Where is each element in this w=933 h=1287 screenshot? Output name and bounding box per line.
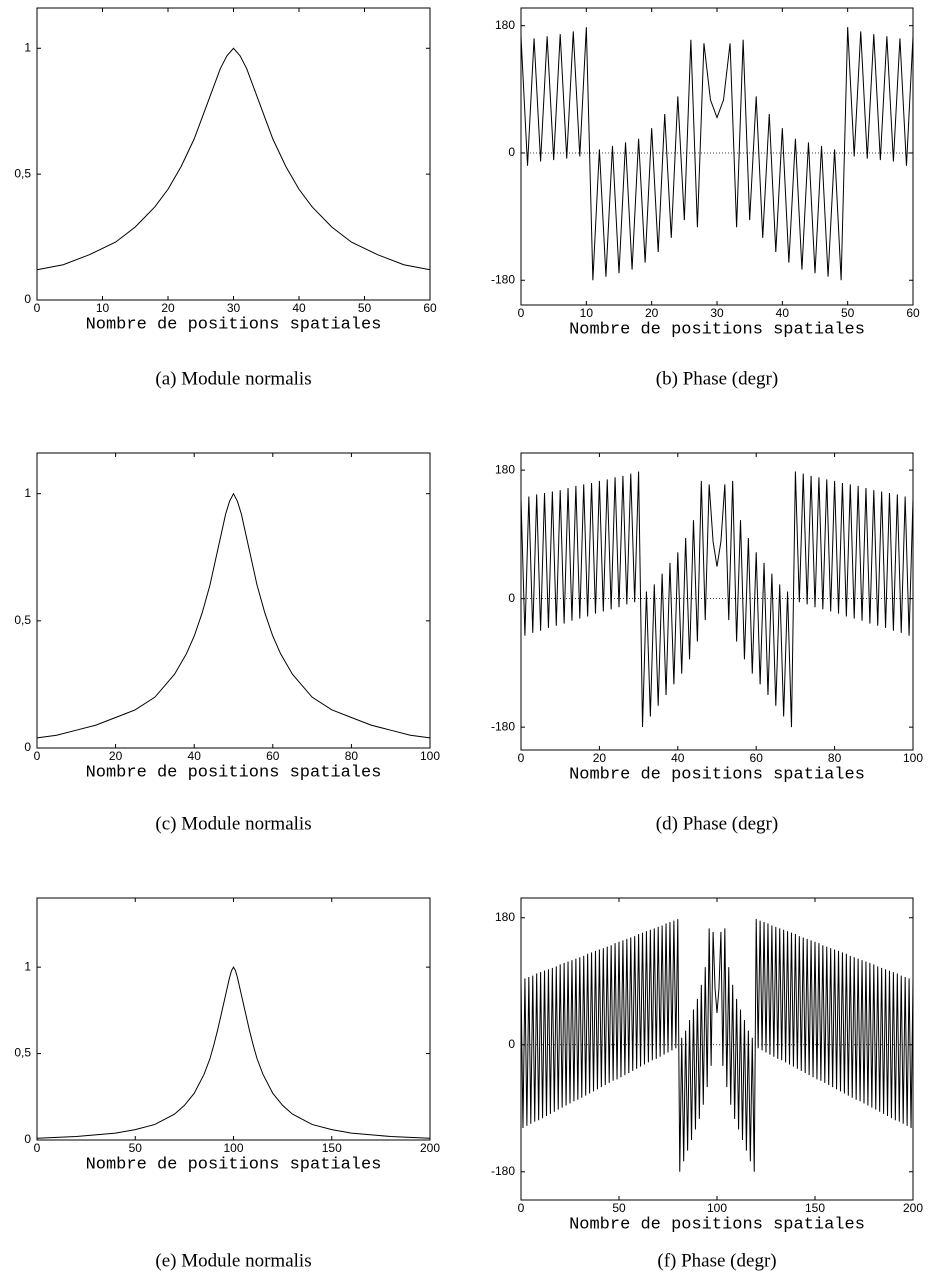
x-axis-label: Nombre de positions spatiales [86,1155,382,1174]
x-tick-label: 100 [223,1141,243,1155]
data-line [36,47,431,271]
caption: (b) Phase (degr) [656,368,778,389]
data-line [36,966,431,1139]
x-tick-label: 40 [671,751,685,765]
x-tick-label: 20 [109,749,123,763]
y-tick-label: 180 [495,462,515,476]
x-tick-label: 0 [518,306,525,320]
plot-frame [36,452,431,749]
x-tick-label: 20 [645,306,659,320]
x-tick-label: 0 [34,301,41,315]
x-tick-label: 10 [96,301,110,315]
x-tick-label: 20 [593,751,607,765]
x-tick-label: 30 [227,301,241,315]
caption: (a) Module normalis [155,368,311,389]
x-axis-label: Nombre de positions spatiales [86,763,382,782]
y-tick-label: 0 [508,591,515,605]
x-tick-label: 20 [161,301,175,315]
x-tick-label: 40 [188,749,202,763]
x-tick-label: 0 [518,751,525,765]
y-tick-label: 1 [24,40,31,54]
caption: (f) Phase (degr) [657,1250,776,1271]
caption: (c) Module normalis [155,813,311,834]
plot-frame [36,7,431,301]
x-tick-label: 60 [906,306,920,320]
plot-frame [36,897,431,1141]
x-tick-label: 60 [423,301,437,315]
y-tick-label: 0 [508,145,515,159]
x-axis-label: Nombre de positions spatiales [569,765,865,784]
caption: (e) Module normalis [155,1250,311,1271]
data-line [36,492,431,739]
y-tick-label: 180 [495,18,515,32]
x-tick-label: 0 [34,749,41,763]
x-tick-label: 50 [612,1201,626,1215]
x-tick-label: 40 [776,306,790,320]
x-tick-label: 80 [828,751,842,765]
plot-frame [520,452,914,751]
x-tick-label: 60 [750,751,764,765]
y-tick-label: 0 [24,292,31,306]
x-tick-label: 100 [420,749,440,763]
y-tick-label: 180 [495,910,515,924]
x-tick-label: 200 [903,1201,923,1215]
y-tick-label: 1 [24,486,31,500]
x-tick-label: 150 [322,1141,342,1155]
data-line [520,919,914,1172]
x-tick-label: 50 [841,306,855,320]
x-tick-label: 60 [266,749,280,763]
x-tick-label: 80 [345,749,359,763]
x-axis-label: Nombre de positions spatiales [569,320,865,339]
y-tick-label: 0,5 [14,166,31,180]
x-tick-label: 40 [292,301,306,315]
x-tick-label: 0 [34,1141,41,1155]
x-tick-label: 50 [129,1141,143,1155]
x-tick-label: 30 [710,306,724,320]
y-tick-label: 0 [24,740,31,754]
x-tick-label: 200 [420,1141,440,1155]
y-tick-label: -180 [491,719,515,733]
x-axis-label: Nombre de positions spatiales [569,1215,865,1234]
plot-frame [520,897,914,1201]
y-tick-label: 1 [24,959,31,973]
x-tick-label: 100 [707,1201,727,1215]
data-line [520,471,914,728]
y-tick-label: 0,5 [14,1046,31,1060]
data-line [520,27,914,281]
y-tick-label: -180 [491,1164,515,1178]
x-tick-label: 150 [805,1201,825,1215]
x-tick-label: 100 [903,751,923,765]
y-tick-label: 0 [508,1037,515,1051]
y-tick-label: -180 [491,272,515,286]
caption: (d) Phase (degr) [656,813,778,834]
x-tick-label: 50 [358,301,372,315]
x-axis-label: Nombre de positions spatiales [86,315,382,334]
y-tick-label: 0,5 [14,613,31,627]
x-tick-label: 10 [580,306,594,320]
x-tick-label: 0 [518,1201,525,1215]
y-tick-label: 0 [24,1132,31,1146]
